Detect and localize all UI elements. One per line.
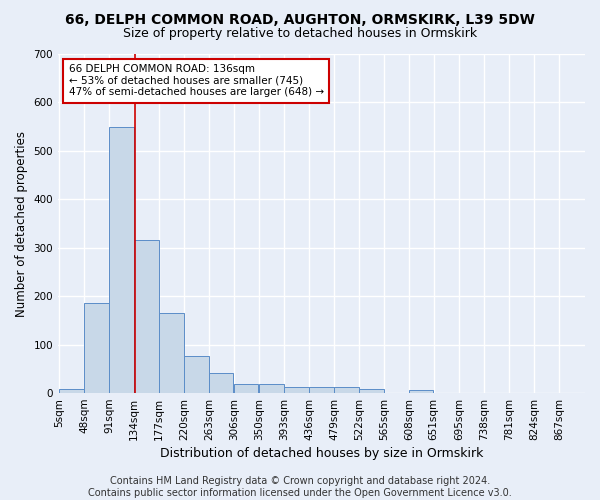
Text: Contains HM Land Registry data © Crown copyright and database right 2024.
Contai: Contains HM Land Registry data © Crown c… (88, 476, 512, 498)
Bar (359, 388, 383, 393)
Bar (59, 389, 84, 393)
Y-axis label: Number of detached properties: Number of detached properties (15, 130, 28, 316)
Bar (184, 356, 209, 393)
Text: 66 DELPH COMMON ROAD: 136sqm
← 53% of detached houses are smaller (745)
47% of s: 66 DELPH COMMON ROAD: 136sqm ← 53% of de… (68, 64, 324, 98)
Bar (234, 384, 259, 393)
Bar (85, 303, 109, 393)
Bar (209, 373, 233, 393)
Bar (284, 388, 309, 393)
Text: Size of property relative to detached houses in Ormskirk: Size of property relative to detached ho… (123, 28, 477, 40)
Bar (134, 240, 158, 393)
Bar (334, 387, 359, 393)
Bar (159, 313, 184, 393)
Bar (109, 126, 134, 393)
X-axis label: Distribution of detached houses by size in Ormskirk: Distribution of detached houses by size … (160, 447, 483, 460)
Bar (259, 384, 284, 393)
Bar (310, 387, 334, 393)
Bar (409, 390, 433, 393)
Text: 66, DELPH COMMON ROAD, AUGHTON, ORMSKIRK, L39 5DW: 66, DELPH COMMON ROAD, AUGHTON, ORMSKIRK… (65, 12, 535, 26)
